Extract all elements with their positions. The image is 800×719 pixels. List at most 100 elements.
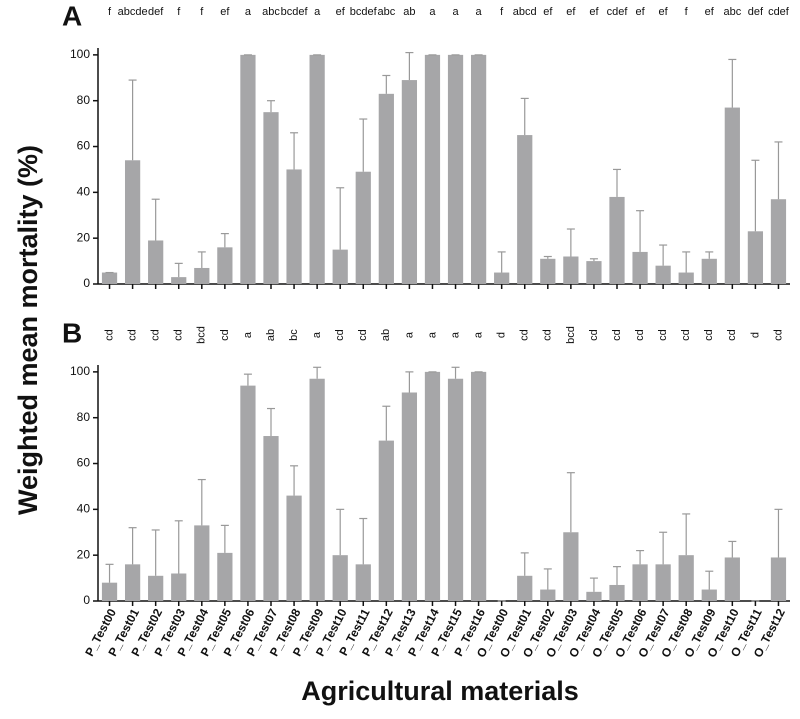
y-tick-label: 0: [83, 593, 90, 607]
significance-letter: a: [449, 331, 461, 338]
significance-letter: ab: [380, 329, 392, 341]
bar: [378, 440, 394, 601]
bar: [309, 54, 325, 285]
y-tick-label: 0: [83, 276, 90, 290]
panel-label: B: [62, 317, 82, 348]
significance-letter: a: [429, 6, 436, 18]
bar: [401, 392, 418, 601]
significance-letter: bcd: [196, 326, 208, 344]
significance-letter: def: [748, 6, 764, 18]
significance-letter: ef: [220, 6, 230, 18]
bar: [332, 249, 348, 284]
significance-letter: cd: [588, 329, 600, 341]
y-tick-label: 80: [77, 93, 91, 107]
bar: [517, 135, 533, 284]
significance-letter: ef: [705, 6, 715, 18]
bar: [217, 247, 233, 284]
bar: [217, 552, 233, 601]
significance-letter: bcdef: [281, 6, 309, 18]
significance-letter: abc: [262, 6, 280, 18]
significance-letter: def: [148, 6, 164, 18]
significance-letter: ab: [265, 329, 277, 341]
bar: [171, 573, 187, 601]
significance-letter: cdef: [768, 6, 790, 18]
significance-letter: ef: [543, 6, 553, 18]
y-tick-label: 100: [70, 364, 90, 378]
bar: [286, 169, 302, 284]
significance-letter: cd: [127, 329, 139, 341]
bar: [263, 436, 279, 601]
significance-letter: ef: [589, 6, 599, 18]
significance-letter: f: [177, 6, 181, 18]
bar: [263, 112, 279, 285]
bar: [240, 54, 256, 285]
bar: [655, 564, 671, 601]
significance-letter: a: [403, 331, 415, 338]
bar: [101, 582, 118, 601]
bar: [770, 557, 787, 601]
bar: [563, 256, 579, 284]
bar: [332, 555, 348, 601]
significance-letter: cd: [634, 329, 646, 341]
significance-letter: cd: [542, 329, 554, 341]
significance-letter: a: [426, 331, 438, 338]
significance-letter: ef: [336, 6, 346, 18]
y-tick-label: 60: [77, 139, 91, 153]
bar: [148, 575, 164, 601]
significance-letter: abc: [723, 6, 741, 18]
bar: [517, 575, 533, 601]
bar: [563, 532, 579, 601]
significance-letter: cd: [611, 329, 623, 341]
bar: [632, 251, 648, 284]
bar: [609, 196, 625, 284]
significance-letter: a: [245, 6, 252, 18]
significance-letter: cdef: [607, 6, 629, 18]
significance-letter: bcd: [565, 326, 577, 344]
bar: [194, 525, 210, 601]
significance-letter: cd: [657, 329, 669, 341]
bar: [470, 54, 487, 285]
bar: [447, 378, 464, 601]
significance-letter: cd: [703, 329, 715, 341]
significance-letter: a: [473, 331, 485, 338]
significance-letter: f: [500, 6, 504, 18]
significance-letter: cd: [680, 329, 692, 341]
bar: [355, 564, 371, 601]
bar: [240, 385, 256, 601]
significance-letter: abcd: [513, 6, 537, 18]
significance-letter: f: [108, 6, 112, 18]
bar: [378, 93, 394, 284]
significance-letter: f: [685, 6, 689, 18]
bar: [540, 258, 556, 284]
significance-letter: ef: [659, 6, 669, 18]
bar: [540, 589, 556, 601]
bar: [632, 564, 648, 601]
significance-letter: cd: [103, 329, 115, 341]
bar: [724, 107, 740, 284]
bar: [148, 240, 164, 284]
significance-letter: ef: [635, 6, 645, 18]
bar: [194, 267, 210, 284]
significance-letter: a: [314, 6, 321, 18]
bar: [447, 54, 464, 285]
significance-letter: cd: [173, 329, 185, 341]
bar: [101, 272, 118, 284]
significance-letter: d: [496, 332, 508, 338]
significance-letter: a: [311, 331, 323, 338]
bar: [701, 589, 717, 601]
x-axis-label: Agricultural materials: [301, 676, 579, 706]
bar: [655, 265, 671, 284]
bar: [286, 495, 302, 601]
bar: [309, 378, 325, 601]
significance-letter: a: [452, 6, 459, 18]
significance-letter: cd: [150, 329, 162, 341]
significance-letter: a: [242, 331, 254, 338]
bar: [494, 272, 510, 284]
bar: [770, 199, 787, 284]
y-axis-label: Weighted mean mortality (%): [13, 145, 43, 515]
bar: [724, 557, 740, 601]
significance-letter: ef: [566, 6, 576, 18]
significance-letter: f: [200, 6, 204, 18]
bar: [171, 277, 187, 284]
